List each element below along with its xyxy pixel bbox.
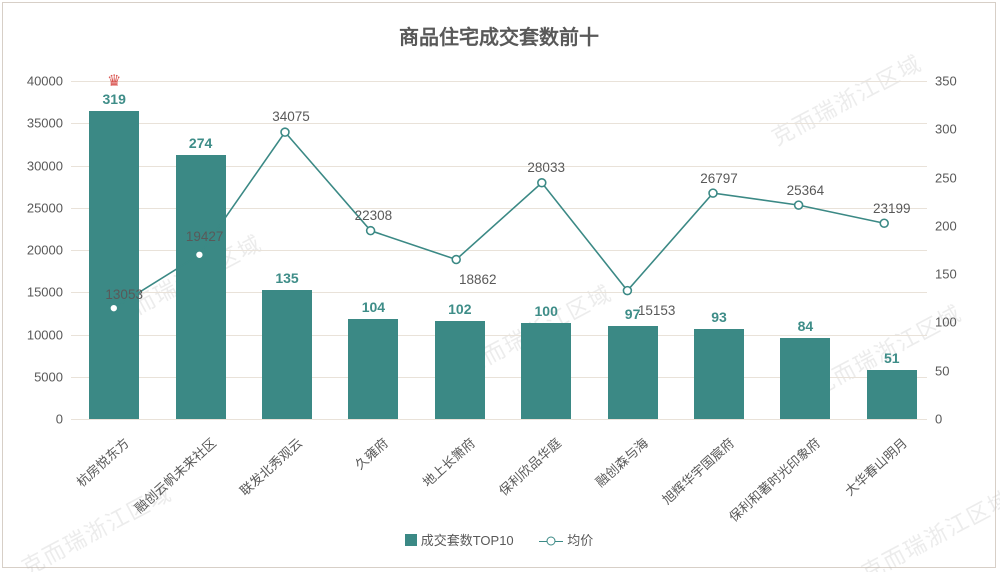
y-left-tick: 40000 bbox=[27, 74, 71, 89]
y-left-tick: 5000 bbox=[34, 369, 71, 384]
crown-icon: ♛ bbox=[107, 71, 121, 91]
y-left-tick: 25000 bbox=[27, 200, 71, 215]
line-value-label: 13053 bbox=[105, 287, 143, 302]
x-category-label: 杭房悦东方 bbox=[72, 433, 133, 491]
x-category-label: 保利欣品华庭 bbox=[494, 433, 565, 499]
line-value-label: 25364 bbox=[787, 183, 825, 198]
chart-title: 商品住宅成交套数前十 bbox=[3, 21, 995, 50]
x-category-label: 大华春山明月 bbox=[840, 433, 911, 499]
line-marker bbox=[709, 189, 717, 197]
line-marker bbox=[795, 201, 803, 209]
y-left-tick: 10000 bbox=[27, 327, 71, 342]
line-marker bbox=[195, 251, 203, 259]
bar-value-label: 135 bbox=[275, 270, 298, 286]
line-value-label: 23199 bbox=[873, 201, 911, 216]
bar-value-label: 104 bbox=[362, 299, 385, 315]
y-right-tick: 200 bbox=[927, 218, 957, 233]
x-category-label: 保利和著时光印象府 bbox=[724, 433, 824, 525]
y-left-tick: 15000 bbox=[27, 285, 71, 300]
x-category-label: 融创森与海 bbox=[590, 433, 651, 491]
legend: 成交套数TOP10 均价 bbox=[3, 530, 995, 549]
bar-value-label: 100 bbox=[535, 303, 558, 319]
y-left-tick: 30000 bbox=[27, 158, 71, 173]
y-right-tick: 300 bbox=[927, 122, 957, 137]
bar-value-label: 102 bbox=[448, 301, 471, 317]
y-right-tick: 100 bbox=[927, 315, 957, 330]
bar-value-label: 319 bbox=[103, 91, 126, 107]
x-category-label: 久雍府 bbox=[350, 433, 392, 473]
line-value-label: 34075 bbox=[272, 109, 310, 124]
line-marker bbox=[452, 256, 460, 264]
legend-swatch-line bbox=[539, 535, 563, 547]
line-value-label: 19427 bbox=[186, 229, 224, 244]
y-right-tick: 250 bbox=[927, 170, 957, 185]
line-path bbox=[114, 132, 884, 308]
line-value-label: 18862 bbox=[459, 272, 497, 287]
x-category-label: 旭辉华宇国宸府 bbox=[657, 433, 737, 508]
bar-value-label: 84 bbox=[798, 318, 814, 334]
line-value-label: 28033 bbox=[527, 160, 565, 175]
y-right-tick: 0 bbox=[927, 412, 942, 427]
line-marker bbox=[281, 128, 289, 136]
y-right-tick: 50 bbox=[927, 363, 949, 378]
plot-area: 0500010000150002000025000300003500040000… bbox=[71, 81, 927, 419]
legend-label-bars: 成交套数TOP10 bbox=[421, 533, 514, 548]
y-left-tick: 35000 bbox=[27, 116, 71, 131]
line-marker bbox=[623, 287, 631, 295]
chart-frame: 克而瑞浙江区域克而瑞浙江区域克而瑞浙江区域克而瑞浙江区域克而瑞浙江区域克而瑞浙江… bbox=[2, 2, 996, 568]
x-axis-labels: 杭房悦东方融创云帆未来社区联发北秀观云久雍府地上长箫府保利欣品华庭融创森与海旭辉… bbox=[71, 425, 927, 505]
line-value-label: 26797 bbox=[700, 171, 738, 186]
line-marker bbox=[367, 227, 375, 235]
y-right-tick: 350 bbox=[927, 74, 957, 89]
bar-value-label: 93 bbox=[711, 309, 727, 325]
y-left-tick: 0 bbox=[56, 412, 71, 427]
bar-value-label: 51 bbox=[884, 350, 900, 366]
x-category-label: 地上长箫府 bbox=[417, 433, 478, 491]
legend-swatch-bar bbox=[405, 534, 417, 546]
legend-label-line: 均价 bbox=[567, 533, 593, 548]
line-value-label: 22308 bbox=[355, 208, 393, 223]
line-marker bbox=[880, 219, 888, 227]
y-right-tick: 150 bbox=[927, 267, 957, 282]
y-left-tick: 20000 bbox=[27, 243, 71, 258]
line-marker bbox=[538, 179, 546, 187]
line-marker bbox=[110, 304, 118, 312]
bar-value-label: 274 bbox=[189, 135, 212, 151]
line-value-label: 15153 bbox=[638, 303, 676, 318]
line-series bbox=[71, 81, 927, 419]
x-category-label: 融创云帆未来社区 bbox=[129, 433, 219, 517]
gridline bbox=[71, 419, 927, 420]
x-category-label: 联发北秀观云 bbox=[235, 433, 306, 499]
